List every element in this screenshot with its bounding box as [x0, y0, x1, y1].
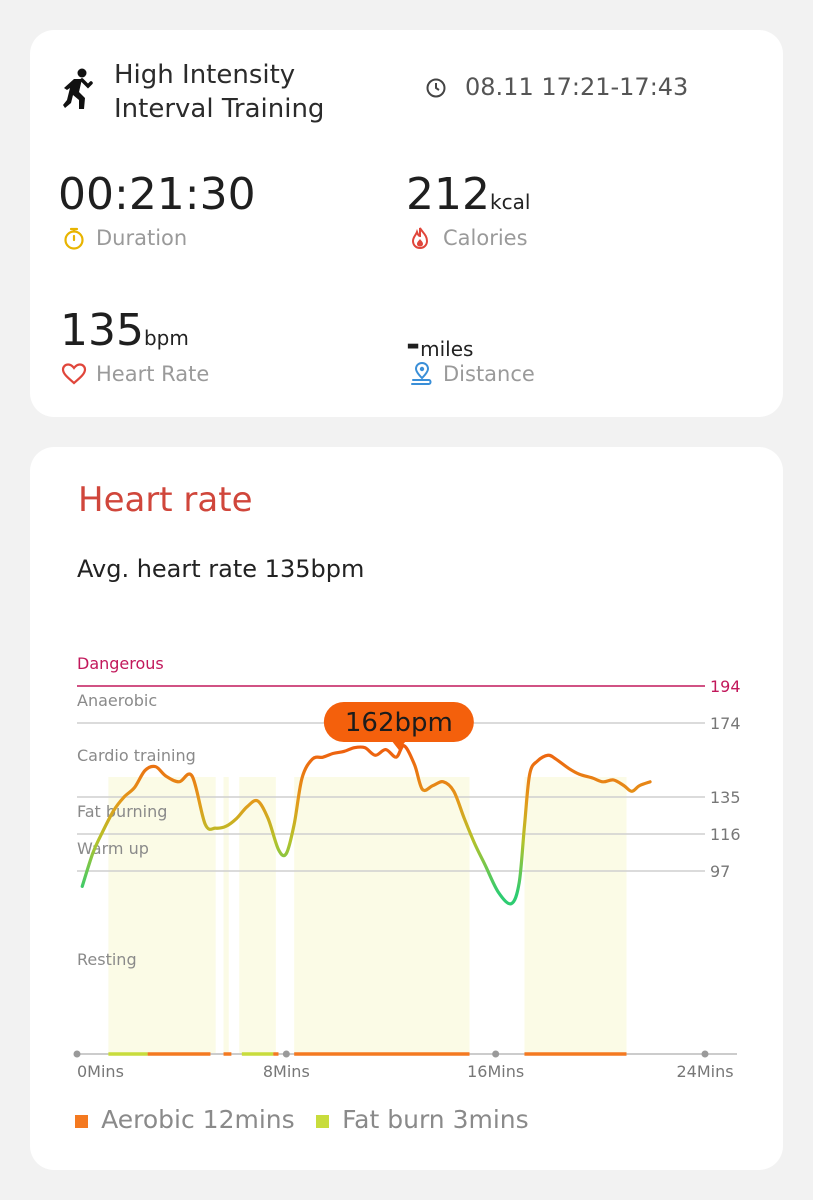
workout-title: High Intensity Interval Training: [114, 60, 325, 124]
x-tick-label: 8Mins: [263, 1062, 310, 1081]
distance-label: Distance: [443, 362, 535, 386]
calories-unit: kcal: [489, 190, 531, 214]
heart-rate-value: 135bpm: [60, 305, 189, 356]
heart-rate-card: Heart rate Avg. heart rate 135bpm 194 Dan…: [30, 447, 783, 1170]
legend-aerobic: Aerobic 12mins: [75, 1105, 295, 1134]
heart-rate-unit: bpm: [143, 326, 189, 350]
heart-rate-title: Heart rate: [78, 480, 253, 520]
x-tick-label: 24Mins: [676, 1062, 733, 1081]
zone-region-3: [294, 777, 470, 1054]
running-figure-icon: [60, 68, 94, 112]
heart-rate-series-line: [80, 744, 652, 906]
heart-rate-chart[interactable]: 194 Dangerous 174 Anaerobic 135 Cardio traini…: [30, 447, 783, 1170]
zone-name-label: Dangerous: [77, 654, 164, 673]
zone-threshold-label: 174: [710, 714, 741, 733]
x-tick-dot: [73, 1050, 81, 1058]
zone-name-label: Resting: [77, 950, 137, 969]
stopwatch-icon: [62, 226, 86, 254]
zone-region-4: [524, 777, 627, 1054]
zone-region-0: [108, 777, 216, 1054]
peak-badge-label: 162bpm: [345, 708, 453, 738]
zone-name-label: Warm up: [77, 839, 149, 858]
distance-unit: miles: [420, 337, 474, 361]
legend-aerobic-swatch: [75, 1115, 88, 1128]
zone-name-label: Fat burning: [77, 802, 167, 821]
zone-threshold-label: 97: [710, 862, 730, 881]
heart-icon: [61, 362, 87, 390]
x-tick-label: 0Mins: [77, 1062, 124, 1081]
duration-value: 00:21:30: [58, 169, 256, 220]
workout-datetime: 08.11 17:21-17:43: [465, 73, 689, 101]
calories-label: Calories: [443, 226, 528, 250]
workout-summary-card: High Intensity Interval Training 08.11 1…: [30, 30, 783, 417]
clock-icon: [425, 77, 447, 103]
legend-aerobic-label: Aerobic 12mins: [101, 1105, 295, 1134]
zone-threshold-label: 194: [710, 677, 741, 696]
average-heart-rate: Avg. heart rate 135bpm: [77, 555, 365, 583]
peak-badge-pointer: [391, 741, 406, 750]
flame-icon: [408, 226, 432, 254]
heart-rate-label: Heart Rate: [96, 362, 210, 386]
legend-fat-burn: Fat burn 3mins: [316, 1105, 529, 1134]
duration-label: Duration: [96, 226, 188, 250]
zone-name-label: Cardio training: [77, 746, 196, 765]
x-tick-label: 16Mins: [467, 1062, 524, 1081]
distance-value: -miles: [406, 325, 474, 365]
location-route-icon: [409, 361, 435, 391]
x-tick-dot: [282, 1050, 290, 1058]
peak-badge: [323, 702, 474, 742]
x-tick-dot: [701, 1050, 709, 1058]
legend-fat-burn-label: Fat burn 3mins: [342, 1105, 529, 1134]
x-tick-dot: [492, 1050, 500, 1058]
zone-region-2: [239, 777, 276, 1054]
zone-threshold-label: 116: [710, 825, 741, 844]
zone-threshold-label: 135: [710, 788, 741, 807]
legend-fat-burn-swatch: [316, 1115, 329, 1128]
zone-region-1: [223, 777, 229, 1054]
calories-value: 212kcal: [406, 169, 531, 220]
zone-name-label: Anaerobic: [77, 691, 157, 710]
